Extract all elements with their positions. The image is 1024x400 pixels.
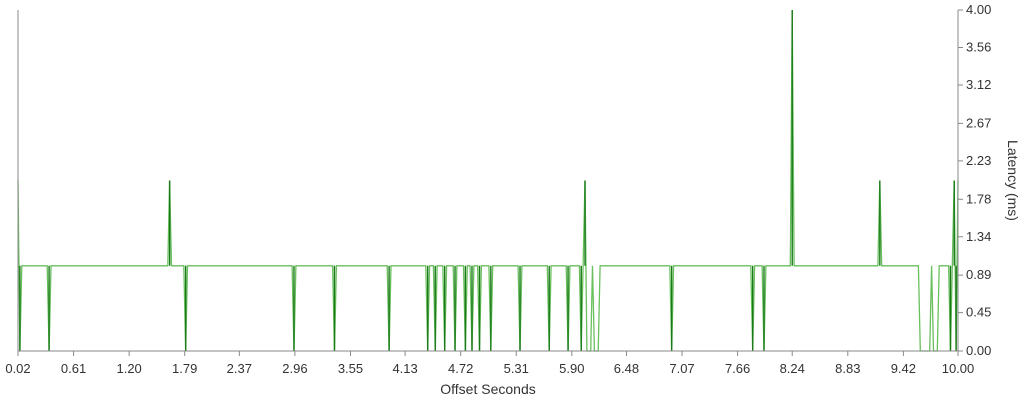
- x-tick-label: 5.31: [504, 361, 529, 376]
- x-tick-label: 0.61: [61, 361, 86, 376]
- x-tick-label: 0.02: [5, 361, 30, 376]
- x-tick-label: 2.96: [282, 361, 307, 376]
- x-axis: 0.02 0.61 1.20 1.79 2.37 2.96 3.55 4.13 4.72 5.31…: [5, 350, 975, 376]
- x-tick-label: 7.66: [725, 361, 750, 376]
- x-tick-label: 1.20: [116, 361, 141, 376]
- x-tick-label: 4.13: [392, 361, 417, 376]
- y-axis-title: Latency (ms): [1005, 140, 1021, 221]
- y-axis: 0.00 0.45 0.89 1.34 1.78 2.23 2.67 3.12 3.56 4.00: [17, 2, 991, 358]
- x-tick-label: 2.37: [227, 361, 252, 376]
- y-tick-label: 2.67: [966, 115, 991, 130]
- x-tick-label: 10.00: [942, 361, 975, 376]
- x-tick-label: 5.90: [559, 361, 584, 376]
- y-tick-label: 1.34: [966, 229, 991, 244]
- y-tick-label: 3.12: [966, 77, 991, 92]
- y-tick-label: 0.45: [966, 305, 991, 320]
- x-tick-label: 8.83: [835, 361, 860, 376]
- x-tick-label: 1.79: [172, 361, 197, 376]
- latency-series-line: [17, 9, 959, 352]
- x-tick-label: 9.42: [891, 361, 916, 376]
- x-tick-label: 8.24: [780, 361, 805, 376]
- x-tick-label: 3.55: [338, 361, 363, 376]
- x-tick-label: 7.07: [669, 361, 694, 376]
- x-axis-title: Offset Seconds: [440, 381, 535, 397]
- x-tick-label: 6.48: [614, 361, 639, 376]
- y-tick-label: 1.78: [966, 191, 991, 206]
- x-tick-label: 4.72: [448, 361, 473, 376]
- y-tick-label: 2.23: [966, 153, 991, 168]
- y-tick-label: 0.89: [966, 267, 991, 282]
- plot-area: [17, 9, 959, 352]
- y-tick-label: 0.00: [966, 343, 991, 358]
- y-tick-label: 3.56: [966, 40, 991, 55]
- y-tick-label: 4.00: [966, 2, 991, 17]
